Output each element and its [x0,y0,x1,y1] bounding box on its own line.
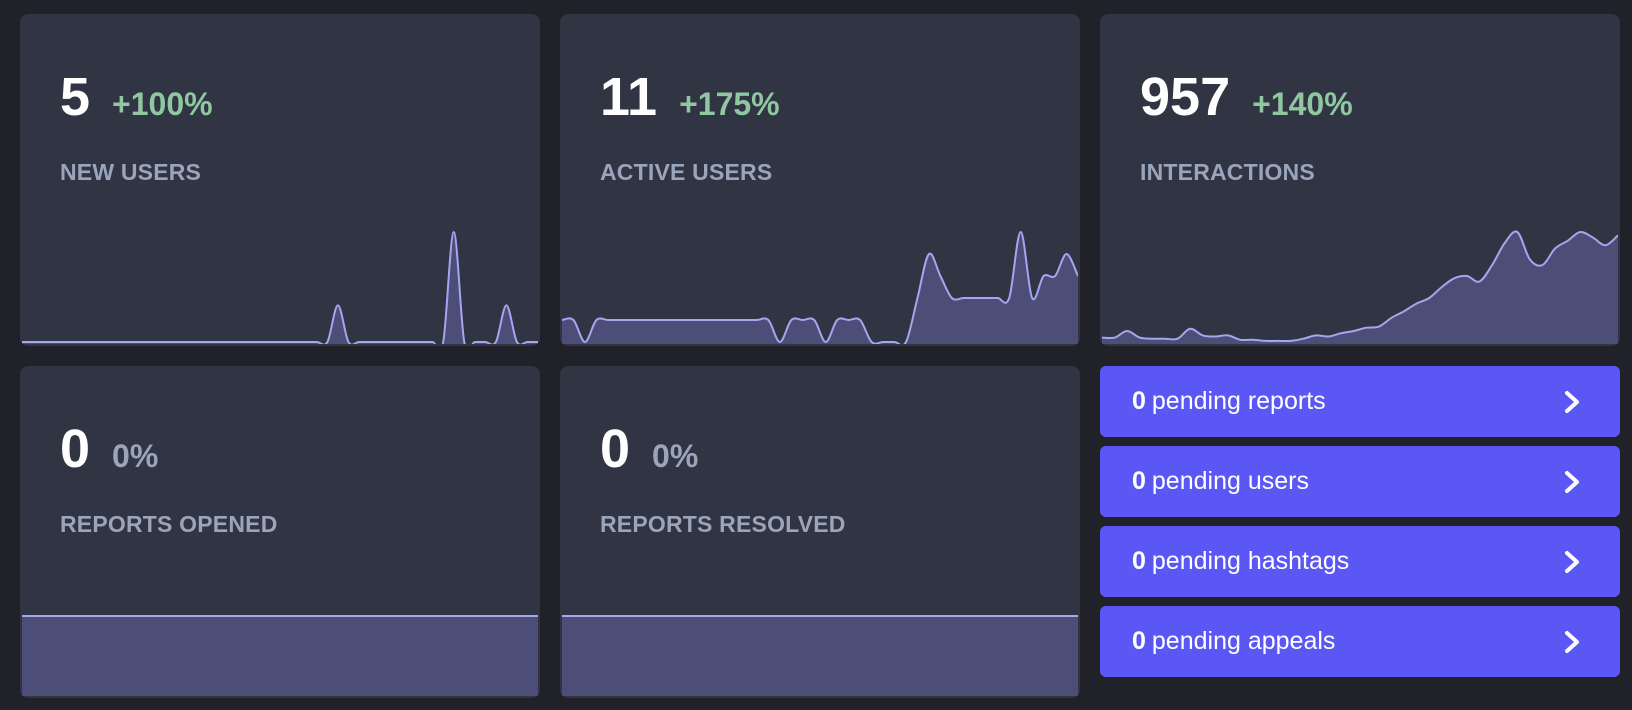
pending-appeals-text: pending appeals [1151,627,1336,655]
pending-appeals-count: 0 [1132,627,1146,655]
active-users-change: +175% [679,86,780,122]
reports-opened-card: 0 0% REPORTS OPENED [20,366,540,698]
active-users-value: 11 [600,67,658,127]
sparkline-area [562,616,1078,696]
sparkline-line [562,230,1078,344]
sparkline-area [22,616,538,696]
sparkline-line [1102,230,1618,343]
sparkline-area [1102,231,1618,344]
chevron-right-icon [1565,390,1579,413]
reports-resolved-change: 0% [652,438,699,474]
reports-opened-value: 0 [60,419,91,479]
reports-resolved-value: 0 [600,419,631,479]
pending-users-text: pending users [1151,467,1309,495]
new-users-card: 5 +100% NEW USERS [20,14,540,346]
active-users-label: ACTIVE USERS [600,159,773,185]
interactions-change: +140% [1252,86,1353,122]
pending-reports-count: 0 [1132,387,1146,415]
reports-opened-label: REPORTS OPENED [60,511,278,537]
new-users-change: +100% [112,86,213,122]
interactions-headline: 957 +140% [1140,70,1353,124]
reports-opened-headline: 0 0% [60,422,158,476]
active-users-sparkline [562,230,1078,344]
new-users-label: NEW USERS [60,159,202,185]
chevron-right-icon [1565,550,1579,573]
new-users-headline: 5 +100% [60,70,213,124]
new-users-value: 5 [60,67,91,127]
pending-reports-button[interactable]: 0 pending reports [1100,366,1620,437]
pending-reports-text: pending reports [1151,387,1326,415]
reports-resolved-label: REPORTS RESOLVED [600,511,846,537]
pending-appeals-button[interactable]: 0 pending appeals [1100,606,1620,677]
reports-opened-sparkline [22,615,538,696]
interactions-label: INTERACTIONS [1140,159,1315,185]
pending-hashtags-text: pending hashtags [1151,547,1350,575]
interactions-sparkline [1102,230,1618,344]
chevron-right-icon [1565,470,1579,493]
interactions-value: 957 [1140,67,1231,127]
pending-users-count: 0 [1132,467,1146,495]
reports-resolved-card: 0 0% REPORTS RESOLVED [560,366,1080,698]
active-users-card: 11 +175% ACTIVE USERS [560,14,1080,346]
reports-resolved-sparkline [562,615,1078,696]
pending-hashtags-button[interactable]: 0 pending hashtags [1100,526,1620,597]
chevron-right-icon [1565,630,1579,653]
interactions-card: 957 +140% INTERACTIONS [1100,14,1620,346]
reports-resolved-headline: 0 0% [600,422,698,476]
sparkline-area [562,232,1078,344]
new-users-sparkline [22,230,538,344]
pending-users-button[interactable]: 0 pending users [1100,446,1620,517]
sparkline-line [22,230,538,344]
sparkline-area [22,232,538,344]
pending-hashtags-count: 0 [1132,547,1146,575]
reports-opened-change: 0% [112,438,159,474]
active-users-headline: 11 +175% [600,70,780,124]
